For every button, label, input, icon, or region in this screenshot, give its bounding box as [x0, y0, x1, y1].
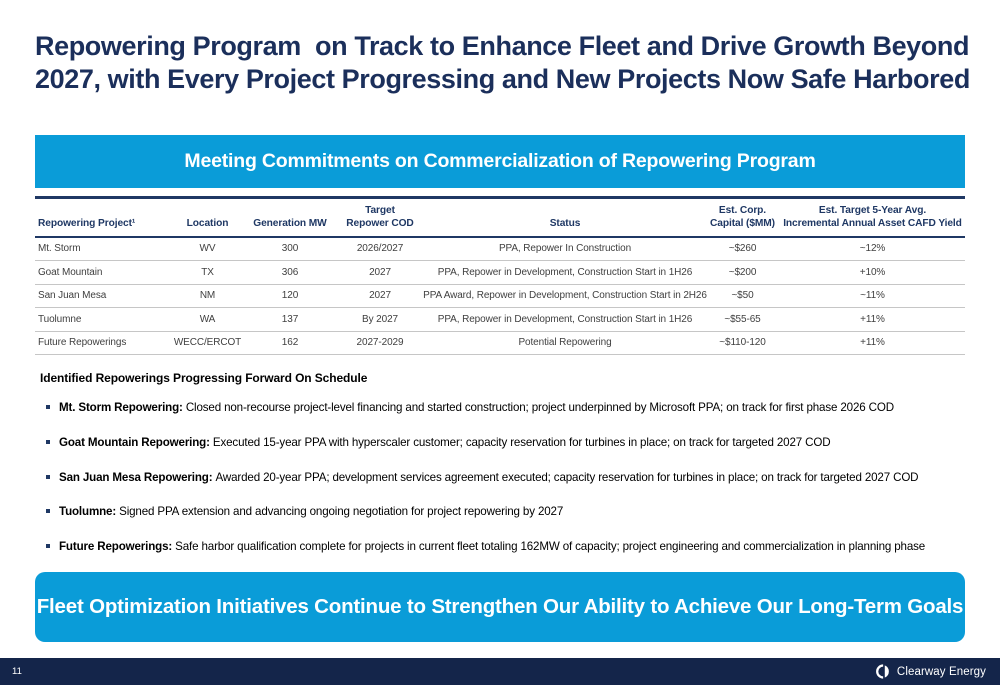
cell-generation-mw: 300 [281, 243, 299, 255]
cell-target-cod: 2027 [369, 290, 391, 302]
cell-location: TX [201, 266, 214, 278]
cell-location: WA [199, 313, 216, 325]
bullet-lead: Future Repowerings: [59, 540, 176, 554]
cell-yield: +11% [860, 313, 885, 325]
square-bullet-icon [46, 439, 50, 444]
bullet-text: Awarded 20-year PPA; development service… [215, 470, 919, 484]
bullet-text: Signed PPA extension and advancing ongoi… [119, 505, 564, 519]
list-item: Future Repowerings: Safe harbor qualific… [40, 540, 970, 553]
table-row: Mt. Storm WV 300 2026/2027 PPA, Repower … [35, 238, 965, 261]
cell-project: Mt. Storm [38, 243, 81, 255]
cell-project: Future Repowerings [38, 337, 127, 349]
table-row: San Juan Mesa NM 120 2027 PPA Award, Rep… [35, 285, 965, 308]
cell-target-cod: By 2027 [362, 313, 398, 325]
table-header-row: Repowering Project¹ Location Generation … [35, 196, 965, 238]
bullet-text: Closed non-recourse project-level financ… [185, 401, 894, 414]
brand-name: Clearway Energy [896, 665, 986, 678]
takeaway-banner-text: Fleet Optimization Initiatives Continue … [36, 595, 964, 618]
table-title-banner: Meeting Commitments on Commercialization… [35, 135, 965, 188]
bullet-lead: San Juan Mesa Repowering: [59, 470, 216, 484]
cell-location: WECC/ERCOT [173, 337, 242, 349]
slide-title-line1: Repowering Program on Track to Enhance F… [35, 31, 970, 61]
square-bullet-icon [46, 474, 50, 479]
cell-project: Goat Mountain [38, 266, 103, 278]
cell-capital: ~$200 [728, 266, 757, 278]
list-item: San Juan Mesa Repowering: Awarded 20-yea… [40, 471, 970, 484]
cell-capital: ~$260 [728, 243, 757, 255]
cell-yield: +11% [860, 337, 885, 349]
cell-yield: ~12% [859, 243, 886, 255]
bullet-text: Executed 15-year PPA with hyperscaler cu… [212, 435, 831, 449]
table-row: Tuolumne WA 137 By 2027 PPA, Repower in … [35, 308, 965, 332]
cell-capital: ~$110-120 [719, 337, 766, 349]
bullet-lead: Goat Mountain Repowering: [59, 435, 213, 449]
cell-generation-mw: 162 [281, 337, 299, 349]
header-status: Status [549, 218, 581, 230]
cell-status: PPA, Repower In Construction [498, 243, 632, 255]
cell-project: Tuolumne [38, 313, 82, 325]
brand-lockup: Clearway Energy [875, 663, 986, 680]
header-repowering-project: Repowering Project¹ [38, 218, 136, 230]
square-bullet-icon [46, 405, 50, 409]
header-est-corp-capital: Est. Corp. Capital ($MM) [710, 205, 775, 230]
page-number: 11 [12, 666, 22, 677]
cell-status: PPA, Repower in Development, Constructio… [437, 266, 693, 278]
square-bullet-icon [46, 509, 50, 514]
slide-title-line2: 2027, with Every Project Progressing and… [35, 63, 970, 94]
cell-location: NM [199, 290, 216, 302]
header-generation-mw: Generation MW [253, 218, 327, 230]
cell-project: San Juan Mesa [38, 290, 107, 302]
list-item: Goat Mountain Repowering: Executed 15-ye… [40, 436, 970, 449]
list-item: Mt. Storm Repowering: Closed non-recours… [40, 401, 970, 414]
cell-status: PPA Award, Repower in Development, Const… [423, 290, 707, 302]
cell-capital: ~$55-65 [724, 313, 761, 325]
slide-title: Repowering Program on Track to Enhance F… [35, 30, 980, 96]
header-target-repower-cod: Target Repower COD [346, 205, 414, 230]
section-heading: Identified Repowerings Progressing Forwa… [40, 371, 368, 385]
bullet-text: Safe harbor qualification complete for p… [175, 540, 926, 554]
cell-status: PPA, Repower in Development, Constructio… [437, 313, 693, 325]
takeaway-banner: Fleet Optimization Initiatives Continue … [35, 572, 965, 642]
repowering-projects-table: Repowering Project¹ Location Generation … [35, 196, 965, 355]
header-location: Location [186, 218, 229, 230]
cell-generation-mw: 120 [281, 290, 299, 302]
table-row: Future Repowerings WECC/ERCOT 162 2027-2… [35, 332, 965, 355]
table-title-banner-text: Meeting Commitments on Commercialization… [184, 150, 816, 172]
bullet-list: Mt. Storm Repowering: Closed non-recours… [40, 401, 970, 554]
bullets-section: Identified Repowerings Progressing Forwa… [40, 371, 970, 575]
table-row: Goat Mountain TX 306 2027 PPA, Repower i… [35, 261, 965, 285]
square-bullet-icon [46, 544, 50, 549]
list-item: Tuolumne: Signed PPA extension and advan… [40, 505, 970, 518]
cell-target-cod: 2027-2029 [356, 337, 404, 349]
bullet-lead: Tuolumne: [59, 505, 120, 519]
cell-target-cod: 2027 [369, 266, 391, 278]
cell-capital: ~$50 [731, 290, 754, 302]
cell-target-cod: 2026/2027 [356, 243, 404, 255]
cell-location: WV [199, 243, 216, 255]
clearway-logo-icon [875, 664, 889, 679]
cell-generation-mw: 137 [281, 313, 299, 325]
cell-yield: +10% [859, 266, 886, 278]
cell-generation-mw: 306 [281, 266, 299, 278]
header-cafd-yield: Est. Target 5-Year Avg. Incremental Annu… [783, 205, 962, 230]
bullet-lead: Mt. Storm Repowering: [59, 401, 186, 414]
cell-status: Potential Repowering [518, 337, 612, 349]
cell-yield: ~11% [860, 290, 885, 302]
footer-bar: 11 Clearway Energy [0, 658, 1000, 685]
